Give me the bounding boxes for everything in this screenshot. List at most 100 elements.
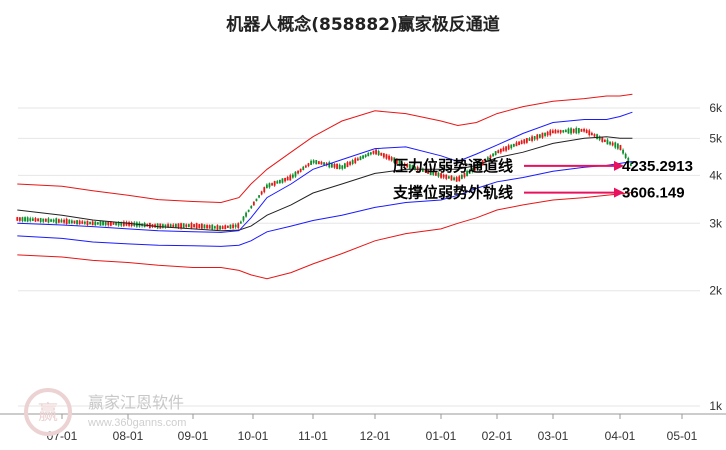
x-tick-label: 11-01 <box>298 429 328 443</box>
y-tick-label: 2k <box>709 284 723 298</box>
x-axis: 07-01 08-01 09-01 10-01 11-01 12-01 01-01 02-01… <box>47 414 698 443</box>
candle-body <box>271 183 273 186</box>
candle-body <box>593 134 596 137</box>
candle-body <box>577 128 580 133</box>
candle-body <box>284 177 286 182</box>
candle-body <box>169 224 172 228</box>
candle-body <box>375 149 377 155</box>
x-tick-label: 02-01 <box>482 429 513 443</box>
candle-body <box>544 132 546 136</box>
annotation-arrow-head <box>614 187 624 198</box>
candle-body <box>367 153 370 157</box>
candle-body <box>567 128 570 134</box>
candle-body <box>91 221 94 226</box>
candle-body <box>258 195 260 198</box>
candle-body <box>265 184 268 189</box>
candle-body <box>603 139 606 143</box>
candle-body <box>263 187 266 193</box>
candle-body <box>476 163 479 170</box>
watermark-logo-text: 赢 <box>38 400 58 424</box>
candle-body <box>411 165 414 170</box>
candle-body <box>406 163 409 168</box>
candle-body <box>55 218 58 224</box>
candle-body <box>440 173 442 178</box>
candle-body <box>112 222 115 225</box>
candle-body <box>219 225 221 230</box>
candle-body <box>78 220 81 225</box>
candle-body <box>268 183 271 188</box>
candle-body <box>213 226 216 229</box>
price-candles <box>16 126 632 230</box>
candle-body <box>497 150 500 154</box>
candle-body <box>458 176 461 182</box>
candle-body <box>50 219 52 222</box>
candle-body <box>468 169 471 174</box>
candle-body <box>416 166 419 171</box>
candle-body <box>492 153 494 157</box>
candle-body <box>294 171 297 177</box>
candle-body <box>102 221 104 226</box>
candle-body <box>94 221 97 226</box>
candle-body <box>289 175 292 181</box>
candle-body <box>107 221 110 226</box>
x-tick-label: 01-01 <box>426 429 457 443</box>
candle-body <box>424 169 427 173</box>
candle-body <box>541 132 544 138</box>
candle-body <box>531 136 533 141</box>
candle-body <box>354 158 357 164</box>
candle-body <box>442 174 445 178</box>
candle-body <box>278 179 281 184</box>
series-lower-inner <box>17 161 633 247</box>
candle-body <box>450 175 453 181</box>
candle-body <box>466 170 468 176</box>
candle-body <box>598 136 601 140</box>
candle-body <box>606 139 609 145</box>
candle-body <box>125 222 128 226</box>
candle-body <box>21 217 24 222</box>
candle-body <box>341 165 344 169</box>
candle-body <box>76 220 78 225</box>
candle-body <box>515 142 518 147</box>
candle-body <box>180 223 182 229</box>
candle-body <box>297 170 299 174</box>
candle-body <box>237 223 240 229</box>
candle-body <box>317 161 320 165</box>
candle-body <box>583 128 585 132</box>
candle-body <box>252 201 255 206</box>
candle-body <box>193 224 195 228</box>
candle-body <box>362 155 364 159</box>
candle-body <box>554 129 557 134</box>
candle-body <box>393 157 396 163</box>
candle-body <box>208 225 211 229</box>
candle-body <box>629 163 632 166</box>
candle-body <box>247 209 250 212</box>
candle-body <box>73 220 76 224</box>
candle-body <box>65 218 68 224</box>
candle-body <box>536 134 539 140</box>
candle-body <box>437 172 440 177</box>
candle-body <box>445 174 448 179</box>
annotation-label: 压力位弱势通道线 <box>393 157 513 175</box>
annotations: 压力位弱势通道线 4235.2913 支撑位弱势外轨线 3606.149 <box>392 157 693 202</box>
candle-body <box>99 221 102 226</box>
candle-body <box>486 157 489 161</box>
candle-body <box>187 224 190 228</box>
candle-body <box>609 141 611 145</box>
x-tick-label: 12-01 <box>360 429 391 443</box>
candle-body <box>83 221 86 224</box>
y-tick-label: 5k <box>709 131 723 145</box>
candle-body <box>559 130 562 133</box>
candle-body <box>471 168 474 172</box>
candle-body <box>276 181 279 184</box>
candle-body <box>330 163 333 168</box>
candle-body <box>473 166 476 171</box>
candle-body <box>52 219 55 222</box>
candle-body <box>596 134 598 140</box>
candle-body <box>39 218 42 222</box>
candle-body <box>590 132 593 136</box>
candle-body <box>343 163 346 169</box>
candle-body <box>109 221 112 226</box>
candle-body <box>580 128 583 132</box>
candle-body <box>356 158 359 161</box>
x-tick-label: 10-01 <box>238 429 269 443</box>
